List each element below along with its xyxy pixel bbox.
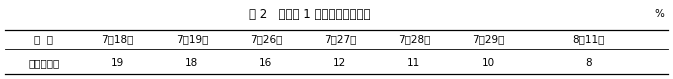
Text: 7月18日: 7月18日 xyxy=(102,35,134,44)
Text: 12: 12 xyxy=(333,58,347,68)
Text: 16: 16 xyxy=(259,58,273,68)
Text: 7月28日: 7月28日 xyxy=(398,35,430,44)
Text: 10: 10 xyxy=(481,58,495,68)
Text: 7月19日: 7月19日 xyxy=(176,35,208,44)
Text: 11: 11 xyxy=(407,58,421,68)
Text: 8: 8 xyxy=(586,58,592,68)
Text: 19: 19 xyxy=(111,58,125,68)
Text: 日  期: 日 期 xyxy=(34,35,53,44)
Text: 7月29日: 7月29日 xyxy=(472,35,504,44)
Text: 8月11日: 8月11日 xyxy=(573,35,605,44)
Text: 18: 18 xyxy=(185,58,199,68)
Text: 7月27日: 7月27日 xyxy=(324,35,356,44)
Text: %: % xyxy=(654,9,664,19)
Text: 表 2   对应图 1 时间的土壤含水量: 表 2 对应图 1 时间的土壤含水量 xyxy=(249,8,370,21)
Text: 土壤含水量: 土壤含水量 xyxy=(28,58,59,68)
Text: 7月26日: 7月26日 xyxy=(250,35,282,44)
